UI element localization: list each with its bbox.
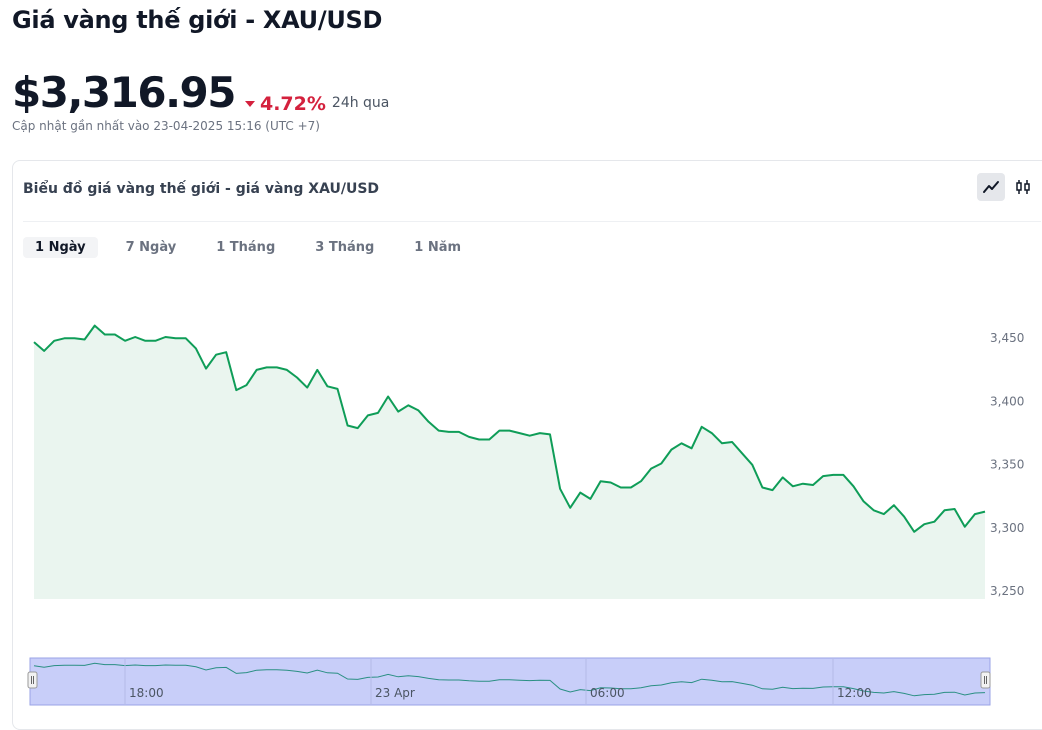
- range-tab-1-day[interactable]: 1 Ngày: [23, 237, 98, 258]
- change-period: 24h qua: [331, 95, 390, 111]
- range-tab-1-year[interactable]: 1 Năm: [414, 240, 462, 255]
- navigator[interactable]: 18:00 23 Apr 06:00 12:00: [27, 657, 991, 706]
- last-updated: Cập nhật gần nhất vào 23-04-2025 15:16 (…: [12, 119, 320, 133]
- range-tabs: 1 Ngày 7 Ngày 1 Tháng 3 Tháng 1 Năm: [23, 237, 489, 258]
- y-tick-label: 3,300: [990, 521, 1024, 535]
- range-tab-1-month[interactable]: 1 Tháng: [216, 240, 276, 255]
- chart-type-switch: [973, 173, 1037, 201]
- current-price: $3,316.95: [12, 68, 236, 117]
- card-divider: [23, 221, 1041, 222]
- navigator-line: [33, 662, 986, 697]
- y-tick-label: 3,350: [990, 458, 1024, 472]
- line-chart-icon: [983, 181, 999, 193]
- y-tick-label: 3,400: [990, 394, 1024, 408]
- y-tick-label: 3,250: [990, 584, 1024, 598]
- main-plot: [33, 324, 986, 599]
- navigator-handle-right[interactable]: [980, 671, 991, 689]
- chart-card: Biểu đồ giá vàng thế giới - giá vàng XAU…: [12, 160, 1042, 730]
- candlestick-chart-button[interactable]: [1009, 173, 1037, 201]
- price-summary: $3,316.95 4.72% 24h qua: [12, 68, 389, 117]
- price-change: 4.72%: [244, 93, 326, 115]
- price-change-percent: 4.72%: [259, 93, 326, 115]
- candlestick-chart-icon: [1016, 180, 1030, 194]
- y-axis: 3,450 3,400 3,350 3,300 3,250: [990, 331, 1024, 598]
- range-tab-3-months[interactable]: 3 Tháng: [315, 240, 375, 255]
- y-tick-label: 3,450: [990, 331, 1024, 345]
- handle-body[interactable]: [27, 671, 38, 689]
- navigator-handle-left[interactable]: [27, 671, 38, 689]
- navigator-label: 12:00: [837, 686, 872, 700]
- range-tab-7-days[interactable]: 7 Ngày: [125, 240, 177, 255]
- navigator-label: 23 Apr: [375, 686, 415, 700]
- caret-down-icon: [244, 101, 255, 107]
- line-chart-button[interactable]: [977, 173, 1005, 201]
- handle-body[interactable]: [980, 671, 991, 689]
- page-title: Giá vàng thế giới - XAU/USD: [12, 6, 383, 34]
- chart-title: Biểu đồ giá vàng thế giới - giá vàng XAU…: [23, 181, 380, 197]
- navigator-label: 06:00: [590, 686, 625, 700]
- navigator-label: 18:00: [129, 686, 164, 700]
- price-area: [34, 325, 985, 599]
- price-line: [33, 324, 986, 533]
